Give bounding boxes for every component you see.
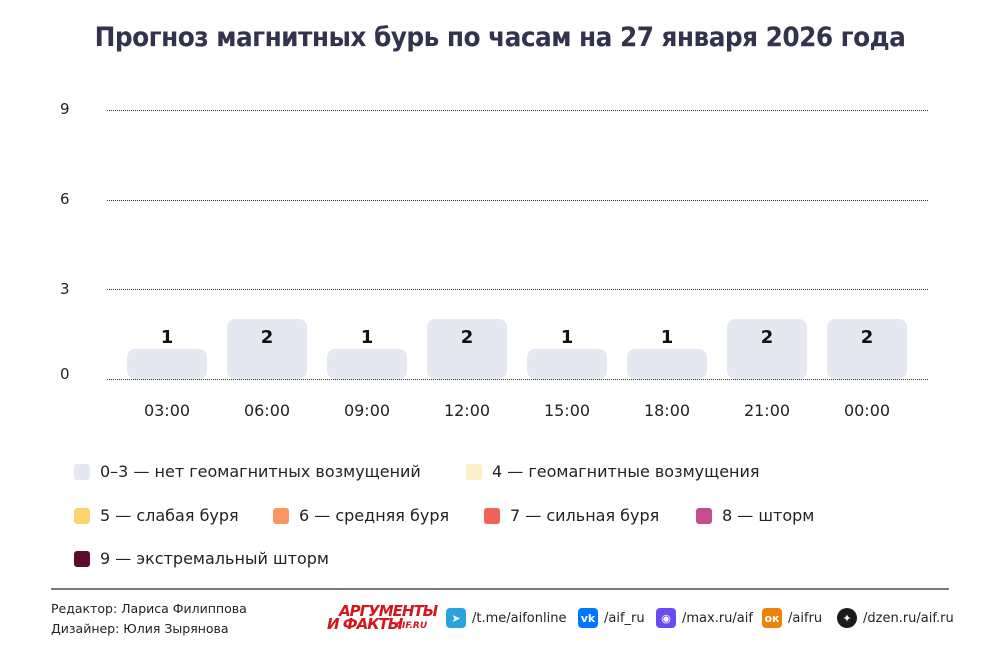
legend-label: 0–3 — нет геомагнитных возмущений [100, 462, 421, 481]
bar-value-label: 1 [560, 327, 574, 348]
x-tick-label: 15:00 [543, 401, 591, 420]
x-tick-label: 18:00 [643, 401, 691, 420]
footer-divider [51, 588, 949, 590]
social-label: /max.ru/aif [682, 610, 753, 626]
legend-swatch [74, 550, 90, 567]
legend-item: 7 — сильная буря [484, 506, 659, 525]
max-icon: ◉ [656, 608, 676, 628]
y-tick: 6 [60, 190, 70, 208]
bar [627, 349, 707, 379]
social-label: /dzen.ru/aif.ru [863, 610, 954, 626]
editor-credit: Редактор: Лариса Филиппова [51, 601, 247, 616]
social-link[interactable]: ➤ /t.me/aifonline [446, 608, 566, 628]
vk-icon: vk [578, 608, 598, 628]
legend-label: 8 — шторм [722, 506, 815, 525]
legend-label: 9 — экстремальный шторм [100, 549, 329, 568]
gridline-3 [107, 289, 928, 290]
aif-logo[interactable]: АРГУМЕНТЫ И ФАКТЫ AIF.RU [327, 602, 438, 633]
legend-label: 4 — геомагнитные возмущения [492, 462, 760, 481]
bar-value-label: 2 [860, 327, 874, 348]
y-tick: 3 [60, 280, 70, 298]
legend-label: 6 — средняя буря [299, 506, 450, 525]
legend-item: 0–3 — нет геомагнитных возмущений [74, 462, 421, 481]
bar-value-label: 2 [760, 327, 774, 348]
telegram-icon: ➤ [446, 608, 466, 628]
social-link[interactable]: ✦ /dzen.ru/aif.ru [837, 608, 954, 628]
bar [827, 319, 907, 379]
legend-item: 4 — геомагнитные возмущения [466, 462, 760, 481]
bar [427, 319, 507, 379]
odnoklassniki-icon: ок [762, 608, 782, 628]
gridline-6 [107, 200, 928, 201]
social-link[interactable]: ок/aifru [762, 608, 822, 628]
x-tick-label: 00:00 [843, 401, 891, 420]
legend-swatch [484, 507, 500, 524]
gridline-0 [107, 379, 928, 380]
y-tick: 0 [60, 365, 70, 383]
bar-value-label: 1 [360, 327, 374, 348]
legend-label: 5 — слабая буря [100, 506, 239, 525]
legend-item: 6 — средняя буря [273, 506, 449, 525]
legend-swatch [74, 507, 90, 524]
legend-item: 8 — шторм [696, 506, 814, 525]
bar [527, 349, 607, 379]
legend-swatch [466, 463, 482, 480]
bar [727, 319, 807, 379]
legend-item: 9 — экстремальный шторм [74, 549, 329, 568]
x-tick-label: 09:00 [343, 401, 391, 420]
bar-chart: 9 6 3 0 1 03:00 2 06:00 1 09:00 2 12:00 1 15:00 1 1… [60, 100, 928, 420]
bar [327, 349, 407, 379]
bar-value-label: 1 [660, 327, 674, 348]
x-tick-label: 06:00 [243, 401, 291, 420]
legend-swatch [273, 507, 289, 524]
bar [127, 349, 207, 379]
social-label: /aifru [788, 610, 823, 626]
legend-swatch [74, 463, 90, 480]
social-label: /t.me/aifonline [472, 610, 567, 626]
social-link[interactable]: vk/aif_ru [578, 608, 645, 628]
gridline-9 [107, 110, 928, 111]
bar [227, 319, 307, 379]
x-tick-label: 12:00 [443, 401, 491, 420]
chart-title: Прогноз магнитных бурь по часам на 27 ян… [94, 22, 906, 53]
designer-credit: Дизайнер: Юлия Зырянова [51, 621, 229, 636]
x-tick-label: 21:00 [743, 401, 791, 420]
y-tick: 9 [60, 100, 70, 118]
bar-value-label: 2 [260, 327, 274, 348]
x-tick-label: 03:00 [143, 401, 191, 420]
legend-label: 7 — сильная буря [510, 506, 660, 525]
credits: Редактор: Лариса Филиппова Дизайнер: Юли… [51, 599, 247, 639]
social-link[interactable]: ◉ /max.ru/aif [656, 608, 753, 628]
bar-value-label: 1 [160, 327, 174, 348]
social-label: /aif_ru [604, 610, 645, 626]
bar-value-label: 2 [460, 327, 474, 348]
legend-swatch [696, 507, 712, 524]
dzen-icon: ✦ [837, 608, 857, 628]
legend-item: 5 — слабая буря [74, 506, 239, 525]
